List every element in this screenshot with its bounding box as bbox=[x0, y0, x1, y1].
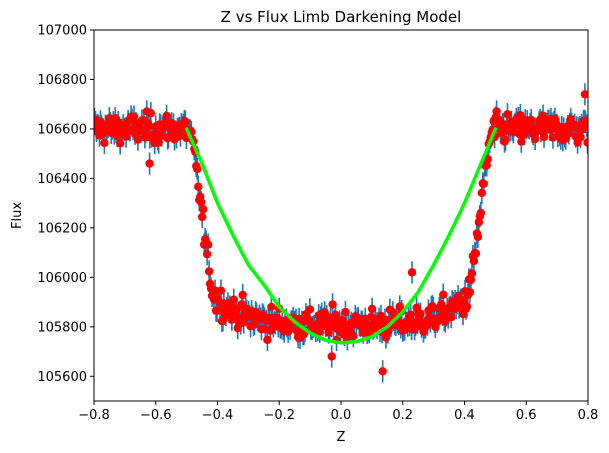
data-point bbox=[144, 122, 154, 131]
data-point bbox=[476, 208, 486, 218]
data-point bbox=[473, 232, 483, 242]
data-point bbox=[327, 352, 336, 361]
data-point bbox=[580, 90, 588, 99]
data-point bbox=[367, 304, 377, 314]
data-point bbox=[273, 313, 282, 322]
plot-area bbox=[94, 30, 588, 401]
data-point bbox=[267, 302, 276, 312]
data-point bbox=[383, 328, 393, 337]
data-point bbox=[416, 309, 425, 319]
y-tick-label: 106000 bbox=[37, 271, 87, 286]
x-tick-label: −0.6 bbox=[140, 408, 172, 423]
data-point bbox=[407, 268, 417, 277]
data-point bbox=[305, 305, 315, 314]
data-point bbox=[154, 138, 163, 147]
data-point bbox=[341, 307, 350, 317]
data-point bbox=[446, 312, 456, 322]
data-point bbox=[406, 310, 415, 319]
model-line bbox=[184, 127, 498, 345]
x-tick-label: −0.8 bbox=[78, 408, 110, 423]
x-tick-label: −0.4 bbox=[202, 408, 234, 423]
y-tick-label: 106800 bbox=[37, 73, 87, 88]
data-point bbox=[162, 111, 171, 121]
data-point bbox=[466, 275, 476, 284]
data-point bbox=[483, 155, 492, 164]
data-point bbox=[145, 159, 154, 168]
data-point bbox=[517, 137, 526, 146]
data-point bbox=[115, 139, 125, 148]
data-point bbox=[477, 188, 486, 198]
data-point bbox=[193, 164, 202, 174]
y-axis: 105600 105800 106000 106200 106400 106600 1068… bbox=[37, 24, 94, 385]
x-tick-label: 0.8 bbox=[578, 408, 599, 423]
x-tick-label: −0.2 bbox=[263, 408, 295, 423]
data-point bbox=[429, 303, 438, 313]
data-point bbox=[203, 240, 213, 249]
data-point bbox=[582, 121, 588, 130]
data-point bbox=[349, 332, 358, 341]
data-point bbox=[263, 335, 272, 345]
data-point bbox=[503, 110, 512, 119]
data-point bbox=[197, 212, 207, 222]
data-point bbox=[564, 129, 573, 138]
x-tick-label: 0.0 bbox=[331, 408, 352, 423]
data-point bbox=[469, 256, 479, 266]
data-point bbox=[539, 132, 549, 142]
data-point bbox=[229, 295, 239, 304]
data-point bbox=[530, 134, 540, 144]
x-tick-label: 0.2 bbox=[392, 408, 413, 423]
data-point bbox=[129, 112, 139, 121]
data-point bbox=[210, 286, 220, 295]
data-point bbox=[216, 286, 226, 295]
data-point bbox=[100, 138, 109, 148]
data-point bbox=[238, 290, 247, 300]
y-tick-label: 105600 bbox=[37, 370, 87, 385]
data-point bbox=[338, 316, 347, 325]
x-axis: −0.8 −0.6 −0.4 −0.2 0.0 0.2 0.4 0.6 0.8 bbox=[78, 401, 598, 423]
data-point bbox=[492, 107, 501, 116]
x-tick-label: 0.6 bbox=[516, 408, 537, 423]
data-point bbox=[583, 138, 588, 147]
data-point bbox=[146, 109, 156, 118]
y-tick-label: 106200 bbox=[37, 221, 87, 236]
data-point bbox=[388, 308, 398, 317]
data-point bbox=[479, 179, 488, 189]
data-point bbox=[285, 324, 295, 333]
data-point bbox=[202, 249, 212, 259]
data-point bbox=[378, 367, 387, 376]
data-point bbox=[196, 198, 206, 207]
data-point bbox=[198, 205, 208, 214]
data-point bbox=[204, 267, 214, 276]
data-point bbox=[121, 132, 131, 141]
y-tick-label: 105800 bbox=[37, 320, 87, 335]
chart-title: Z vs Flux Limb Darkening Model bbox=[221, 8, 462, 26]
data-point bbox=[471, 249, 481, 258]
data-point bbox=[181, 117, 190, 126]
data-point bbox=[133, 135, 143, 144]
y-tick-label: 106600 bbox=[37, 122, 87, 137]
data-point bbox=[576, 132, 585, 142]
y-axis-label: Flux bbox=[10, 202, 25, 229]
data-point bbox=[304, 315, 314, 324]
data-point bbox=[526, 115, 536, 125]
data-point bbox=[465, 288, 475, 297]
data-point bbox=[328, 300, 337, 309]
data-point bbox=[467, 269, 477, 278]
data-point bbox=[194, 182, 203, 191]
data-point bbox=[497, 128, 506, 137]
data-point bbox=[462, 302, 472, 311]
data-point bbox=[437, 299, 446, 309]
y-tick-label: 107000 bbox=[37, 24, 87, 39]
x-tick-label: 0.4 bbox=[454, 408, 475, 423]
data-point bbox=[331, 310, 340, 320]
data-point bbox=[439, 290, 448, 299]
y-tick-label: 106400 bbox=[37, 172, 87, 187]
data-point bbox=[315, 327, 324, 336]
data-point bbox=[501, 135, 510, 144]
x-axis-label: Z bbox=[337, 430, 346, 445]
